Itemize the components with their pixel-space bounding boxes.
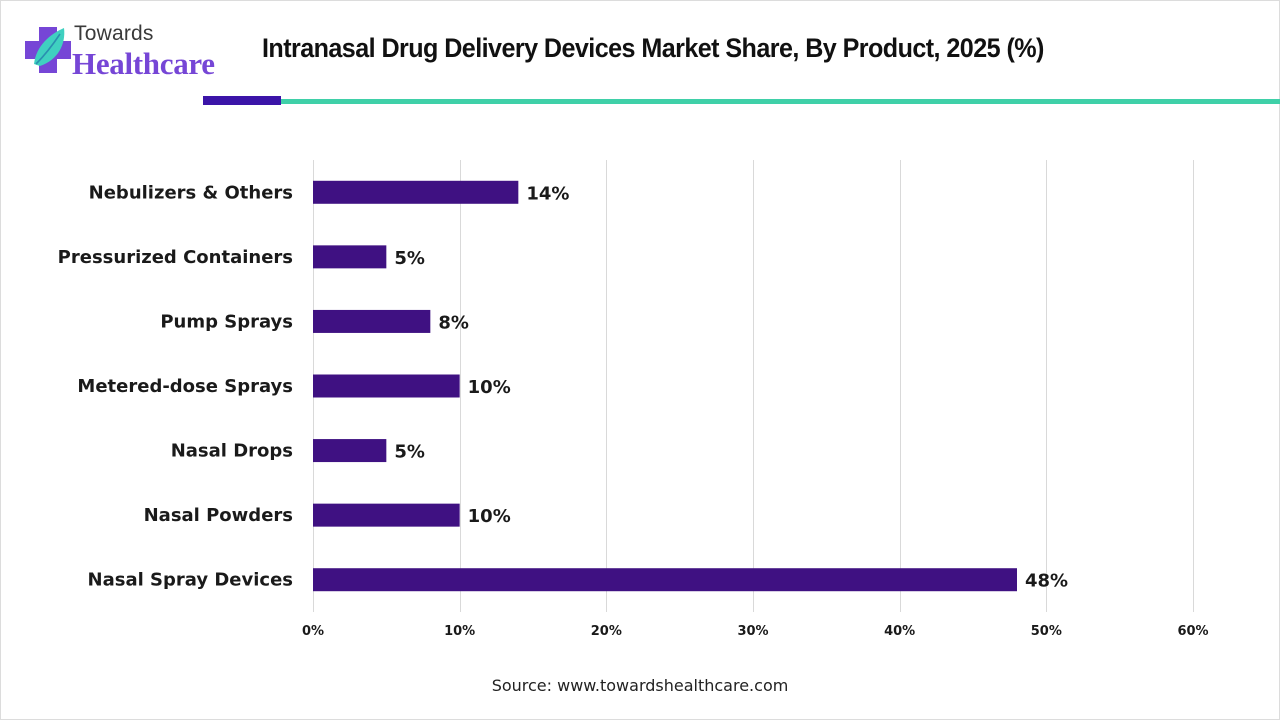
x-tick-labels: 0% 10% 20% 30% 40% 50% 60% <box>302 624 1209 639</box>
category-label: Nasal Powders <box>144 505 293 526</box>
bar <box>313 374 460 398</box>
category-label: Nasal Drops <box>171 441 293 462</box>
bar <box>313 439 387 463</box>
x-tick-label: 40% <box>884 624 915 639</box>
bar <box>313 568 1017 592</box>
value-label: 5% <box>394 442 425 463</box>
brand-name-bottom: Healthcare <box>72 46 215 81</box>
value-label: 10% <box>468 377 511 398</box>
x-tick-label: 20% <box>591 624 622 639</box>
cross-leaf-logo-icon <box>25 27 71 73</box>
title-accent-bar <box>203 96 281 105</box>
bar <box>313 309 431 333</box>
value-label: 8% <box>438 312 469 333</box>
value-label: 48% <box>1025 571 1068 592</box>
category-label: Nasal Spray Devices <box>88 570 293 591</box>
x-tick-label: 60% <box>1177 624 1208 639</box>
category-label: Pressurized Containers <box>58 247 293 268</box>
x-tick-label: 10% <box>444 624 475 639</box>
value-label: 10% <box>468 506 511 527</box>
source-note: Source: www.towardshealthcare.com <box>491 676 789 695</box>
brand-logo: Towards Healthcare <box>22 18 242 84</box>
category-label: Metered-dose Sprays <box>77 376 293 397</box>
value-label: 14% <box>526 183 569 204</box>
title-underline <box>281 99 1280 104</box>
brand-name-top: Towards <box>74 22 154 45</box>
bar <box>313 180 519 204</box>
chart-title: Intranasal Drug Delivery Devices Market … <box>262 33 1044 63</box>
x-tick-label: 30% <box>737 624 768 639</box>
bar <box>313 245 387 269</box>
category-labels: Nebulizers & Others Pressurized Container… <box>58 182 293 590</box>
x-tick-label: 0% <box>302 624 324 639</box>
value-label: 5% <box>394 248 425 269</box>
bars <box>313 180 1017 592</box>
x-tick-label: 50% <box>1031 624 1062 639</box>
bar <box>313 503 460 527</box>
category-label: Nebulizers & Others <box>89 182 293 203</box>
category-label: Pump Sprays <box>160 311 293 332</box>
value-labels: 14% 5% 8% 10% 5% 10% 48% <box>394 183 1068 591</box>
gridlines <box>313 160 1194 612</box>
